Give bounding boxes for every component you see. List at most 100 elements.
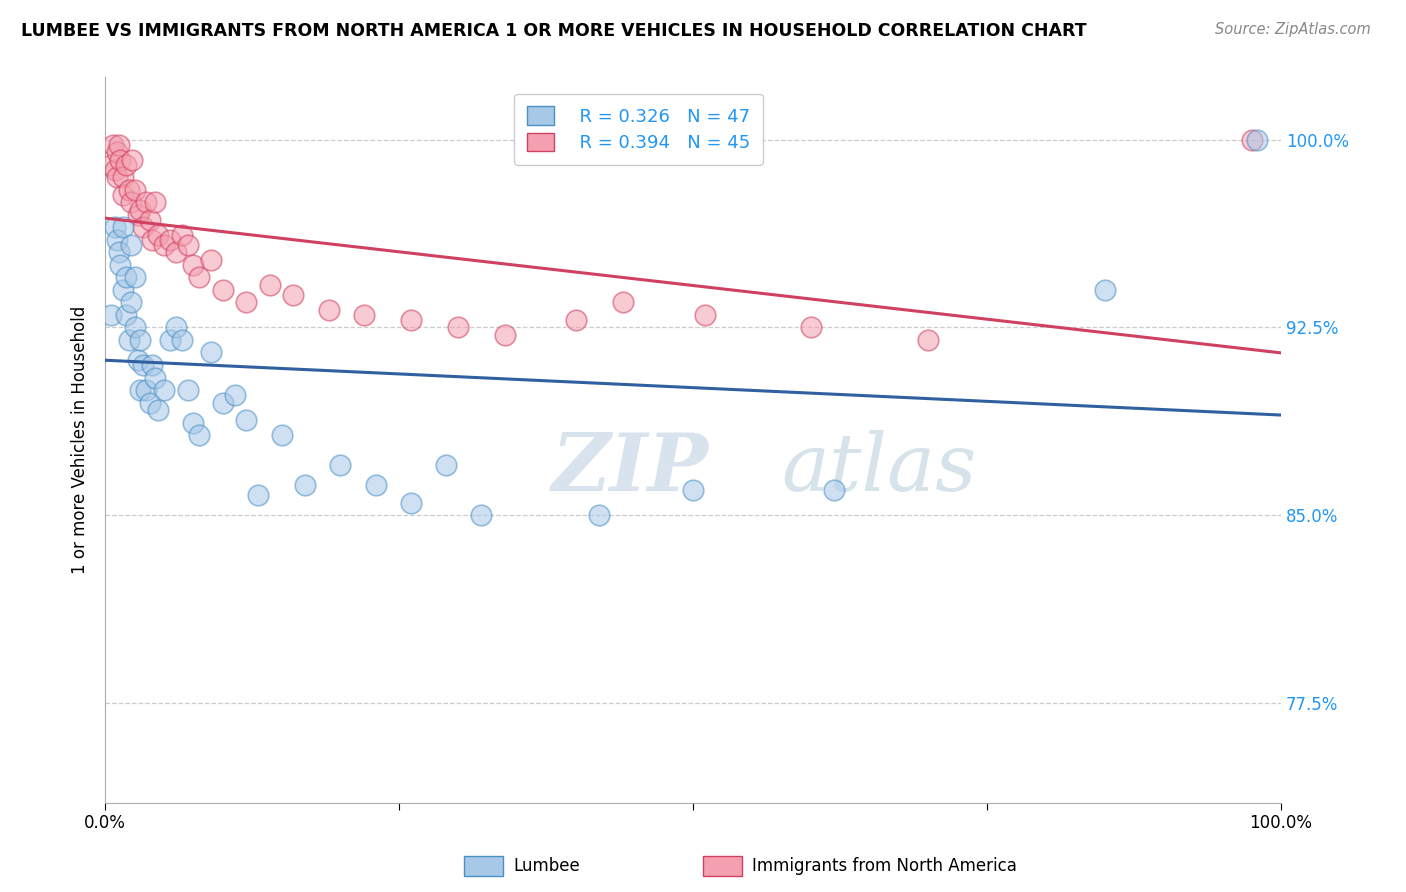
Point [141,358,163,372]
Point [110,153,132,167]
Point [612,295,634,310]
Point [129,333,152,347]
Point [917,333,939,347]
Point [399,495,422,509]
Point [224,388,246,402]
Point [1094,283,1116,297]
Point [183,416,205,430]
Point [153,383,176,397]
Point [129,383,152,397]
Point [121,153,143,167]
Point [115,308,138,322]
Point [353,308,375,322]
Point [108,138,131,153]
Point [139,395,162,409]
Text: ZIP: ZIP [553,430,709,508]
Point [100,308,122,322]
Point [283,288,305,302]
Point [115,158,138,172]
Point [200,345,222,359]
Point [588,508,610,522]
Point [141,233,163,247]
Point [153,238,176,252]
Point [118,333,141,347]
Point [800,320,823,334]
Point [143,195,166,210]
Point [188,428,211,442]
Point [108,245,131,260]
Text: Lumbee: Lumbee [513,857,579,875]
Text: LUMBEE VS IMMIGRANTS FROM NORTH AMERICA 1 OR MORE VEHICLES IN HOUSEHOLD CORRELAT: LUMBEE VS IMMIGRANTS FROM NORTH AMERICA … [21,22,1087,40]
Point [165,245,187,260]
Point [100,158,122,172]
Point [110,258,132,272]
Point [434,458,457,472]
Point [318,303,340,318]
Point [127,353,149,368]
Point [111,170,134,185]
Point [124,270,146,285]
Point [135,195,157,210]
Y-axis label: 1 or more Vehicles in Household: 1 or more Vehicles in Household [72,306,89,574]
Point [183,258,205,272]
Point [564,313,586,327]
Point [146,227,169,242]
Point [1246,133,1268,147]
Point [129,202,152,217]
Point [105,170,128,185]
Point [170,333,193,347]
Point [165,320,187,334]
Point [159,333,181,347]
Point [364,478,387,492]
Point [135,383,157,397]
Point [294,478,316,492]
Point [176,238,198,252]
Point [104,163,127,178]
Point [693,308,716,322]
Point [115,270,138,285]
Text: atlas: atlas [782,430,977,508]
Point [120,238,142,252]
Point [270,428,292,442]
Point [447,320,470,334]
Text: Source: ZipAtlas.com: Source: ZipAtlas.com [1215,22,1371,37]
Point [1240,133,1263,147]
Point [132,358,155,372]
Point [105,233,128,247]
Point [127,208,149,222]
Point [235,295,257,310]
Point [111,188,134,202]
Point [329,458,352,472]
Point [159,233,181,247]
Point [211,395,233,409]
Point [143,370,166,384]
Text: Immigrants from North America: Immigrants from North America [752,857,1017,875]
Point [124,183,146,197]
Legend:   R = 0.326   N = 47,   R = 0.394   N = 45: R = 0.326 N = 47, R = 0.394 N = 45 [515,94,763,165]
Point [259,277,281,292]
Point [105,145,128,160]
Point [111,220,134,235]
Point [103,138,125,153]
Point [176,383,198,397]
Point [188,270,211,285]
Point [399,313,422,327]
Point [682,483,704,497]
Point [124,320,146,334]
Point [120,195,142,210]
Point [118,183,141,197]
Point [211,283,233,297]
Point [823,483,845,497]
Point [120,295,142,310]
Point [200,252,222,267]
Point [235,413,257,427]
Point [146,403,169,417]
Point [470,508,492,522]
Point [111,283,134,297]
Point [247,488,270,502]
Point [132,220,155,235]
Point [139,213,162,227]
Point [170,227,193,242]
Point [104,220,127,235]
Point [494,328,516,343]
